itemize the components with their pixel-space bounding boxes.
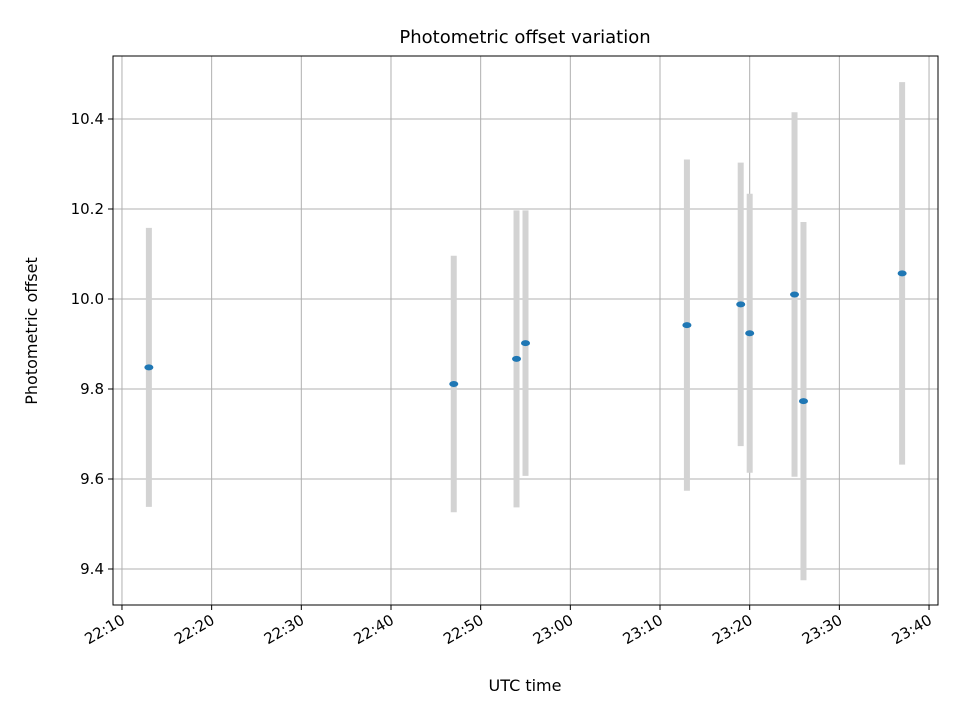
y-tick-label: 10.0 xyxy=(71,290,104,308)
y-tick-label: 9.8 xyxy=(80,380,104,398)
data-point xyxy=(897,270,907,277)
data-point xyxy=(449,381,459,388)
y-axis: 9.4 9.6 9.8 10.0 10.2 10.4 xyxy=(71,110,113,578)
y-tick-label: 9.4 xyxy=(80,560,104,578)
data-point xyxy=(798,398,808,405)
plot-frame xyxy=(112,55,939,606)
data-point xyxy=(745,330,755,337)
data-points xyxy=(144,270,907,405)
chart-title: Photometric offset variation xyxy=(399,27,650,48)
x-axis-title: UTC time xyxy=(489,676,562,695)
y-tick-label: 10.4 xyxy=(71,110,104,128)
data-point xyxy=(682,322,692,329)
y-tick-label: 9.6 xyxy=(80,470,104,488)
data-point xyxy=(736,301,746,308)
data-point xyxy=(790,291,800,298)
y-tick-label: 10.2 xyxy=(71,200,104,218)
data-point xyxy=(512,355,522,362)
data-point xyxy=(144,364,154,371)
data-point xyxy=(521,340,530,347)
y-axis-title: Photometric offset xyxy=(22,257,41,405)
